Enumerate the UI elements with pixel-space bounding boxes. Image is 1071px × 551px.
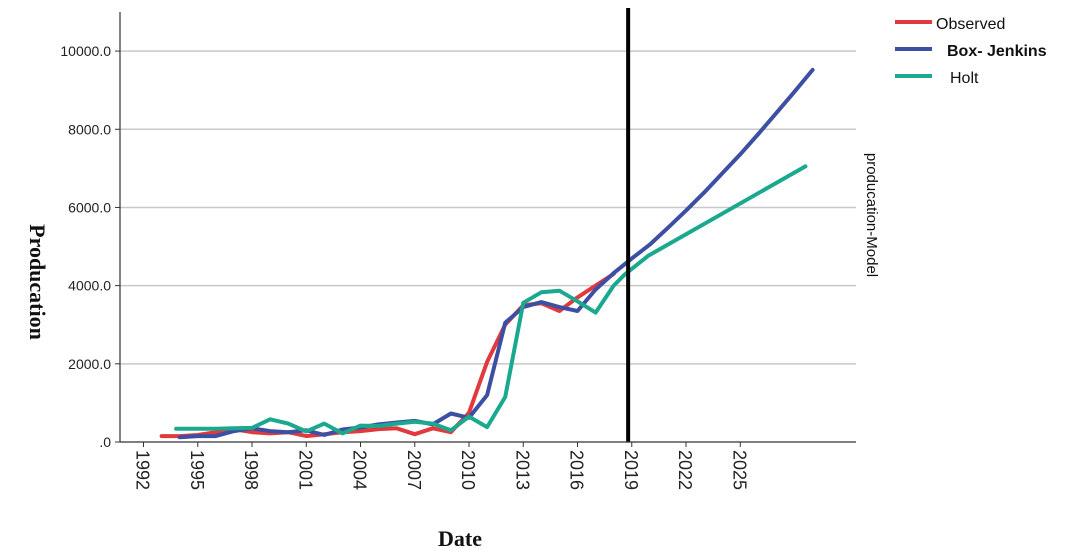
legend: Observed Box- Jenkins Holt xyxy=(895,16,1047,87)
y-tick-label: .0 xyxy=(99,434,111,450)
x-axis-ticks: 1992 1995 1998 2001 2004 2007 2010 2013 2016 2019… xyxy=(133,442,749,490)
x-tick-label: 2016 xyxy=(567,450,587,490)
y-tick-label: 6000.0 xyxy=(68,199,111,215)
legend-label-observed: Observed xyxy=(936,16,1005,33)
right-axis-title: producation-Model xyxy=(863,153,880,277)
x-tick-label: 2010 xyxy=(458,450,478,490)
legend-label-holt: Holt xyxy=(950,70,979,87)
y-tick-label: 10000.0 xyxy=(60,43,111,59)
x-tick-label: 1998 xyxy=(241,450,261,490)
y-tick-label: 8000.0 xyxy=(68,121,111,137)
x-tick-label: 2019 xyxy=(621,450,641,490)
x-tick-label: 1992 xyxy=(133,450,153,490)
series-line-observed xyxy=(159,271,616,439)
legend-label-box-jenkins: Box- Jenkins xyxy=(947,43,1047,60)
x-tick-label: 2007 xyxy=(404,450,424,490)
gridlines xyxy=(120,50,856,365)
x-axis-title: Date xyxy=(438,526,482,551)
x-tick-label: 2001 xyxy=(295,450,315,490)
x-tick-label: 1995 xyxy=(187,450,207,490)
y-axis-ticks: .0 2000.0 4000.0 6000.0 8000.0 10000.0 xyxy=(60,43,120,450)
x-tick-label: 2025 xyxy=(729,450,749,490)
series-line-holt xyxy=(174,164,808,436)
x-tick-label: 2013 xyxy=(512,450,532,490)
y-axis-title: Producation xyxy=(25,224,50,340)
x-tick-label: 2022 xyxy=(675,450,695,490)
x-tick-label: 2004 xyxy=(350,450,370,490)
series-line-box-jenkins xyxy=(177,67,815,440)
y-tick-label: 4000.0 xyxy=(68,278,111,294)
series-layer xyxy=(159,67,815,440)
y-tick-label: 2000.0 xyxy=(68,356,111,372)
